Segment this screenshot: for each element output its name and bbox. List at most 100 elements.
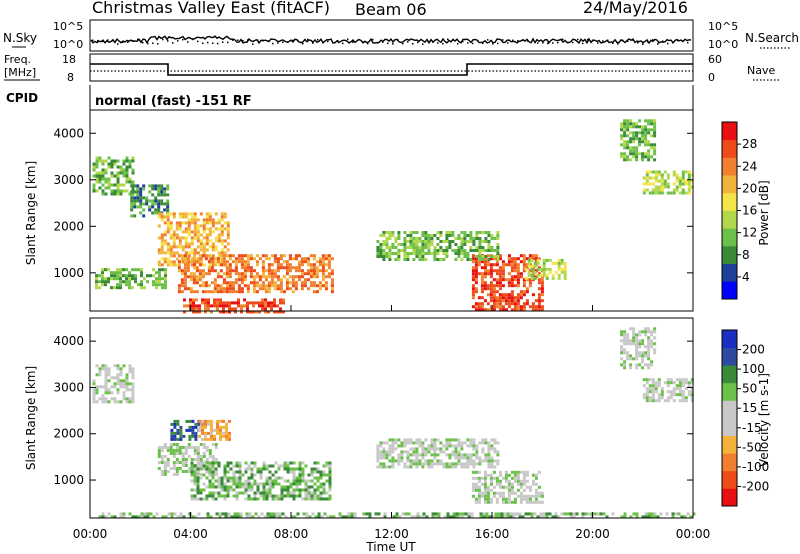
echo-cell [228,269,232,273]
echo-cell [247,482,251,486]
echo-cell [533,512,537,516]
echo-cell [477,260,481,264]
echo-cell [172,263,176,267]
echo-cell [157,208,161,212]
echo-cell [303,281,307,285]
echo-cell [181,455,185,458]
echo-cell [483,494,487,498]
echo-cell [246,304,249,308]
echo-cell [197,512,201,516]
echo-cell [246,263,250,267]
echo-cell [228,290,232,294]
echo-cell [563,261,567,265]
echo-cell [623,363,627,367]
echo-cell [199,242,203,246]
echo-cell [104,159,108,163]
echo-cell [237,290,241,294]
colorbar-segment [722,139,737,158]
echo-cell [436,252,440,255]
echo-cell [225,428,228,432]
echo-cell [463,243,467,246]
echo-cell [110,274,113,278]
echo-cell [274,479,278,483]
echo-cell [272,512,276,516]
echo-cell [421,462,425,466]
echo-cell [385,237,389,240]
echo-cell [421,258,425,261]
echo-cell [647,131,651,135]
echo-cell [186,257,190,261]
echo-cell [666,185,670,189]
echo-cell [190,458,194,461]
echo-cell [295,494,299,498]
echo-cell [172,239,176,243]
echo-cell [210,437,213,441]
echo-cell [178,239,182,243]
echo-cell [318,281,322,285]
echo-cell [179,515,183,519]
echo-cell [201,431,204,435]
echo-cell [327,272,331,276]
echo-cell [540,284,544,288]
echo-cell [119,280,122,284]
echo-cell [483,287,487,291]
echo-cell [495,482,499,486]
echo-cell [445,252,449,255]
echo-cell [298,476,302,480]
echo-cell [503,512,507,516]
echo-cell [208,230,212,234]
echo-cell [223,488,227,492]
echo-cell [220,239,224,243]
echo-cell [319,494,323,498]
echo-cell [660,387,664,391]
nsearch-point [277,42,279,44]
echo-cell [330,257,334,261]
echo-cell [684,381,688,385]
echo-cell [303,284,307,288]
echo-cell [581,512,585,516]
echo-cell [328,479,332,483]
echo-cell [151,193,155,197]
echo-cell [255,281,259,285]
echo-cell [379,453,383,457]
echo-cell [385,450,389,454]
echo-cell [645,182,649,186]
echo-cell [507,485,511,489]
echo-cell [161,268,164,272]
echo-cell [134,268,137,272]
echo-cell [660,393,664,397]
echo-cell [563,512,567,516]
echo-cell [130,208,134,212]
echo-cell [409,465,413,469]
echo-cell [651,378,655,382]
echo-cell [207,269,211,273]
echo-cell [163,190,167,194]
echo-cell [527,512,531,516]
echo-cell [525,302,529,306]
echo-cell [660,188,664,192]
echo-cell [128,388,132,392]
echo-cell [451,450,455,454]
echo-cell [653,327,657,331]
echo-cell [189,301,192,305]
echo-cell [188,434,192,438]
echo-cell [321,269,325,273]
echo-cell [249,272,253,276]
echo-cell [271,479,275,483]
echo-cell [180,269,184,273]
echo-cell [672,381,676,385]
echo-cell [469,441,473,445]
echo-cell [228,254,232,258]
echo-cell [104,280,107,284]
echo-cell [107,183,111,187]
echo-cell [495,500,499,504]
echo-cell [484,438,488,442]
echo-cell [217,218,221,222]
echo-cell [623,152,627,156]
echo-cell [196,476,200,480]
echo-cell [477,296,481,300]
echo-cell [653,158,657,162]
echo-cell [469,231,473,234]
echo-cell [319,473,323,477]
echo-cell [169,449,173,452]
